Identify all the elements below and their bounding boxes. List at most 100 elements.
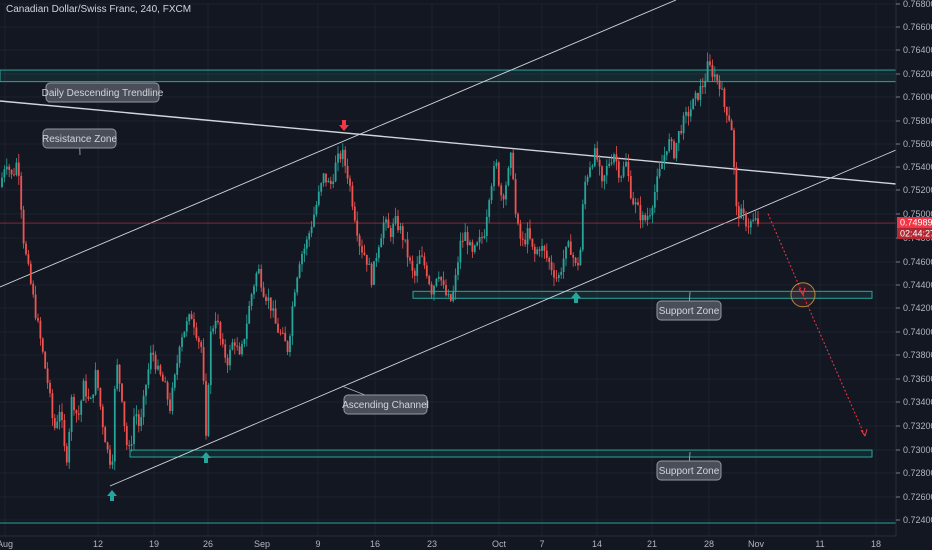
- candle-body: [205, 380, 207, 436]
- candle-body: [495, 162, 498, 167]
- support-zone-upper: [412, 290, 873, 299]
- candle-body: [730, 120, 733, 131]
- candle-body: [188, 314, 191, 322]
- candle-body: [133, 416, 135, 444]
- candle-body: [605, 166, 608, 176]
- candle-body: [221, 338, 224, 345]
- candle-body: [425, 265, 428, 277]
- candle-body: [637, 202, 639, 205]
- candle-body: [385, 219, 387, 223]
- candle-body: [421, 255, 423, 257]
- candle-body: [641, 215, 644, 221]
- candle-body: [380, 238, 383, 248]
- candle-body: [627, 161, 630, 177]
- candle-body: [166, 382, 169, 400]
- candle-body: [130, 443, 133, 446]
- candle-body: [713, 74, 716, 77]
- candle-body: [488, 200, 491, 217]
- candle-body: [46, 368, 49, 383]
- candle-body: [728, 115, 731, 121]
- candle-body: [41, 338, 44, 352]
- candle-body: [63, 419, 66, 447]
- candle-body: [557, 274, 560, 278]
- candle-body: [44, 351, 47, 369]
- countdown-tag: [897, 228, 932, 240]
- candle-body: [308, 233, 311, 240]
- candle-body: [565, 246, 567, 259]
- arrow-up-icon: [571, 292, 581, 303]
- candle-body: [243, 338, 246, 344]
- callout-ascending-channel: Ascending Channel: [341, 385, 429, 415]
- candle-body: [737, 206, 740, 219]
- candle-body: [101, 406, 104, 428]
- candle-body: [555, 277, 558, 279]
- candle-body: [548, 258, 551, 262]
- candle-body: [589, 167, 591, 177]
- symbol-title: Canadian Dollar/Swiss Franc, 240, FXCM: [6, 4, 192, 15]
- candle-body: [529, 228, 531, 239]
- candle-body: [303, 248, 306, 254]
- candle-body: [694, 92, 697, 99]
- candle-body: [601, 166, 603, 182]
- time-tick-label: Nov: [748, 539, 765, 549]
- candle-body: [75, 410, 78, 414]
- candle-body: [219, 322, 222, 339]
- callout-ascending-channel-text: Ascending Channel: [342, 400, 429, 411]
- candle-body: [639, 204, 642, 221]
- candle-body: [536, 249, 539, 254]
- candle-body: [224, 344, 227, 358]
- candle-body: [697, 92, 699, 100]
- candle-body: [733, 130, 735, 168]
- candle-body: [716, 74, 719, 81]
- candle-body: [409, 257, 411, 261]
- candle-body: [284, 332, 287, 342]
- candle-body: [509, 152, 512, 168]
- callout-support-zone-lower: Support Zone: [656, 451, 722, 481]
- candle-body: [322, 173, 325, 184]
- candle-body: [73, 396, 75, 411]
- arrow-up-icon: [201, 452, 211, 463]
- candle-body: [53, 418, 56, 428]
- candle-body: [577, 263, 579, 266]
- callout-resistance-zone: Resistance Zone: [42, 128, 117, 156]
- candle-body: [375, 258, 378, 262]
- candle-body: [37, 318, 39, 321]
- candle-body: [327, 180, 330, 183]
- candle-body: [313, 214, 315, 227]
- candle-body: [370, 263, 373, 285]
- candle-body: [10, 169, 13, 175]
- candle-body: [27, 254, 30, 264]
- candle-body: [80, 400, 83, 415]
- time-axis[interactable]: Aug 12 19 26 Sep 9 16 23 Oct 7 14 21 28 Nov 11 18: [0, 535, 896, 549]
- candle-body: [183, 331, 186, 338]
- candle-body: [397, 216, 399, 231]
- candle-body: [749, 221, 752, 228]
- candle-body: [680, 131, 683, 134]
- candle-body: [646, 215, 649, 221]
- candle-body: [500, 185, 503, 196]
- candle-body: [154, 354, 157, 370]
- candle-body: [613, 154, 615, 163]
- candle-body: [346, 165, 349, 179]
- candle-body: [574, 257, 577, 264]
- candle-body: [682, 115, 685, 134]
- candle-body: [413, 270, 416, 276]
- candle-body: [644, 215, 647, 221]
- candle-body: [661, 163, 663, 169]
- candle-body: [658, 168, 661, 177]
- time-tick-label: Oct: [492, 539, 507, 549]
- time-tick-label: 14: [592, 539, 602, 549]
- candle-body: [94, 370, 97, 395]
- candle-body: [137, 414, 140, 426]
- candle-body: [572, 254, 575, 258]
- candle-body: [229, 349, 231, 366]
- candle-body: [34, 294, 37, 319]
- candle-body: [17, 162, 20, 176]
